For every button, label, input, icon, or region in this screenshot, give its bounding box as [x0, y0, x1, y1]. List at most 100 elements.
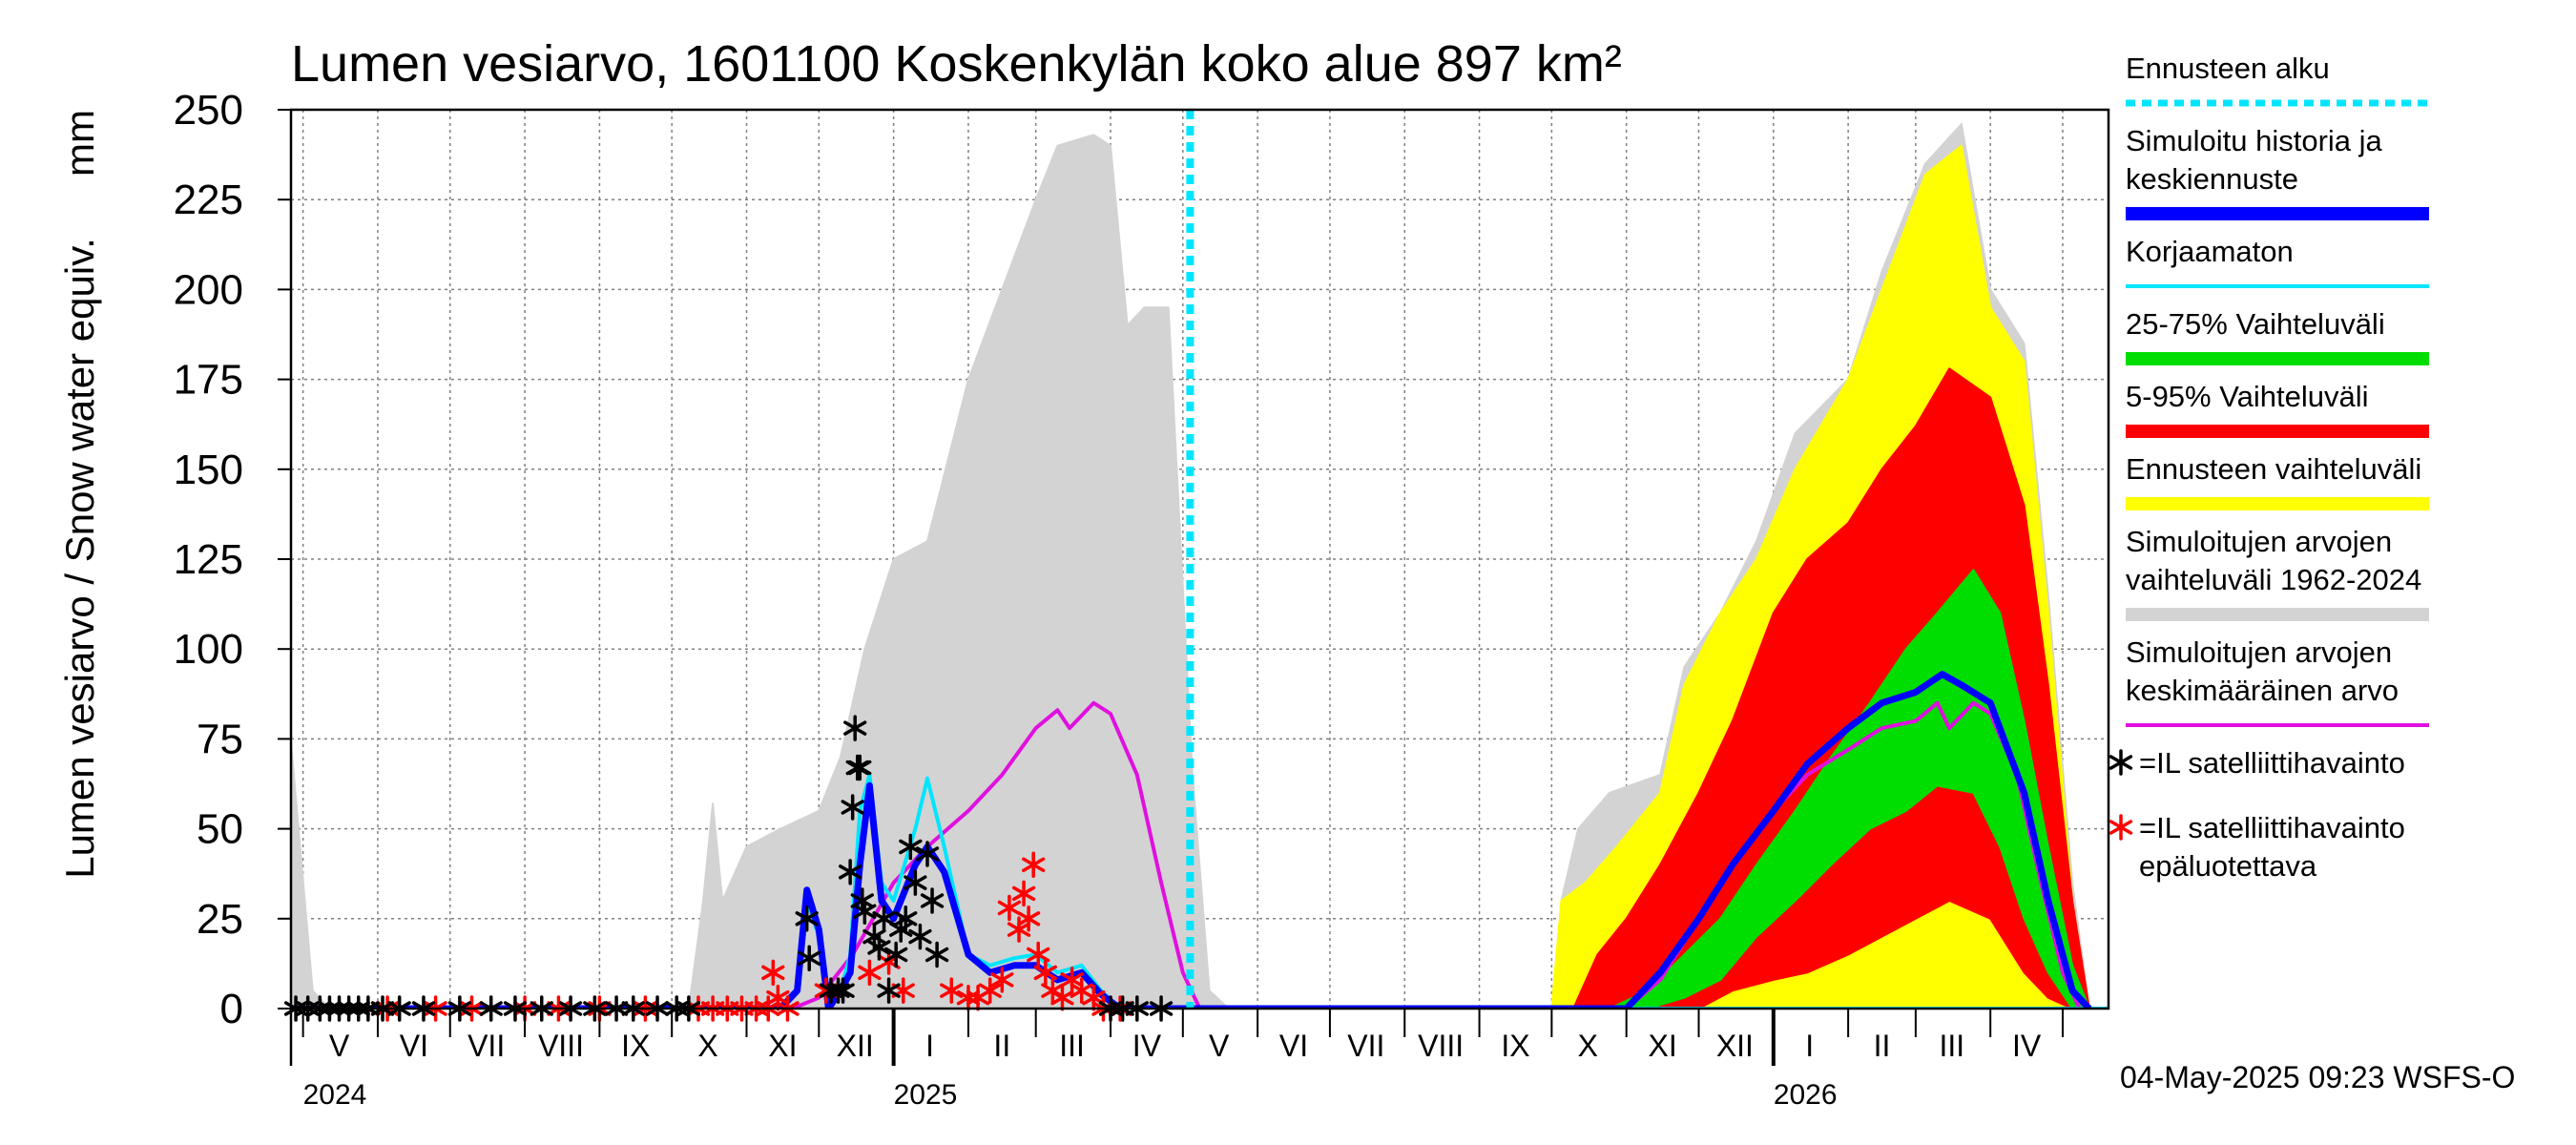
star-stroke [908, 928, 932, 945]
x-month-label: VI [400, 1029, 428, 1063]
star-stroke [843, 720, 867, 736]
star-stroke [997, 900, 1022, 916]
obs-unreliable-point [1022, 851, 1046, 879]
star-stroke [1016, 911, 1041, 926]
star-stroke [1011, 885, 1036, 902]
x-year-label: 2026 [1774, 1079, 1838, 1111]
x-month-label: VIII [1418, 1029, 1464, 1063]
star-stroke [848, 760, 872, 776]
x-month-label: II [1874, 1029, 1891, 1063]
x-month-label: XII [837, 1029, 874, 1063]
band-area [291, 123, 2090, 1009]
legend-item: =IL satelliittihavainto epäluotettava [2109, 811, 2405, 883]
legend: Ennusteen alku Simuloitu historia ja keski… [2109, 52, 2429, 883]
x-month-label: III [1059, 1029, 1085, 1063]
x-year-label: 2025 [894, 1079, 958, 1111]
star-stroke [858, 965, 882, 981]
y-tick-label: 200 [174, 266, 243, 313]
legend-label: 25-75% Vaihteluväli [2126, 307, 2385, 341]
obs-reliable-point [839, 859, 862, 885]
star-stroke [915, 846, 940, 862]
y-tick-label: 75 [197, 716, 243, 762]
legend-label: Ennusteen vaihteluväli [2126, 452, 2421, 486]
obs-reliable-point [841, 794, 864, 821]
y-tick-label: 225 [174, 177, 243, 223]
obs-unreliable-point [978, 977, 1002, 1004]
star-stroke [2109, 755, 2133, 770]
legend-label: keskimääräinen arvo [2126, 674, 2399, 707]
obs-reliable-point [853, 898, 877, 926]
obs-unreliable-point [1060, 967, 1084, 993]
legend-item: 5-95% Vaihteluväli [2126, 380, 2429, 438]
star-stroke [1022, 857, 1046, 873]
obs-reliable-point [867, 934, 891, 961]
x-month-label: XI [1648, 1029, 1676, 1063]
x-month-label: X [1578, 1029, 1598, 1063]
legend-label: Simuloitujen arvojen [2126, 635, 2392, 669]
star-stroke [831, 983, 855, 998]
legend-item: =IL satelliittihavainto [2109, 746, 2405, 780]
obs-reliable-point [899, 833, 923, 861]
obs-reliable-point [924, 941, 949, 968]
chart-title: Lumen vesiarvo, 1601100 Koskenkylän koko… [291, 35, 1622, 93]
legend-label: Simuloitujen arvojen [2126, 525, 2392, 558]
star-stroke [2109, 820, 2133, 835]
star-stroke [884, 947, 908, 963]
legend-item: Simuloitu historia ja keskiennuste [2126, 124, 2429, 220]
legend-label: =IL satelliittihavainto [2139, 746, 2405, 780]
obs-reliable-point [904, 869, 927, 896]
obs-reliable-point [884, 941, 908, 968]
legend-label: Korjaamaton [2126, 235, 2294, 268]
obs-unreliable-point [990, 967, 1014, 993]
legend-label: vaihteluväli 1962-2024 [2126, 563, 2421, 596]
x-month-label: V [329, 1029, 350, 1063]
obs-unreliable-point [761, 959, 785, 987]
legend-label: =IL satelliittihavainto [2139, 811, 2405, 844]
timestamp-footer: 04-May-2025 09:23 WSFS-O [2120, 1060, 2515, 1094]
star-stroke [841, 800, 864, 815]
star-stroke [850, 893, 874, 908]
series-line [791, 700, 2082, 1009]
star-stroke [877, 983, 901, 998]
legend-label: epäluotettava [2139, 849, 2317, 883]
x-month-label: V [1209, 1029, 1230, 1063]
y-axis-unit: mm [57, 110, 102, 177]
obs-reliable-point [798, 945, 821, 971]
obs-reliable-point [795, 906, 819, 932]
legend-label: keskiennuste [2126, 162, 2298, 196]
x-month-label: XI [768, 1029, 797, 1063]
star-stroke [899, 839, 923, 855]
legend-item: Ennusteen vaihteluväli [2126, 452, 2429, 510]
obs-reliable-point [920, 887, 945, 914]
star-stroke [940, 983, 964, 998]
obs-unreliable-point [1007, 916, 1031, 943]
star-stroke [761, 965, 785, 981]
star-stroke [862, 928, 886, 945]
x-month-label: XII [1716, 1029, 1754, 1063]
star-stroke [867, 940, 891, 955]
legend-label: Simuloitu historia ja [2126, 124, 2383, 157]
obs-unreliable-point [1027, 941, 1050, 968]
obs-reliable-point [831, 977, 855, 1004]
star-stroke [1050, 989, 1074, 1006]
y-tick-label: 150 [174, 447, 243, 493]
y-tick-label: 175 [174, 357, 243, 404]
legend-label: 5-95% Vaihteluväli [2126, 380, 2368, 413]
obs-reliable-point [826, 977, 850, 1004]
star-stroke [894, 911, 918, 926]
band-area [1609, 569, 2090, 1009]
band-area [1572, 367, 2090, 1009]
x-month-label: I [1805, 1029, 1814, 1063]
star-stroke [956, 989, 981, 1006]
obs-unreliable-point [1011, 880, 1036, 907]
star-stroke [853, 904, 877, 920]
star-stroke [904, 875, 927, 890]
star-stroke [966, 989, 990, 1006]
star-stroke [839, 864, 862, 880]
legend-item: 25-75% Vaihteluväli [2126, 307, 2429, 365]
x-month-label: VI [1279, 1029, 1308, 1063]
obs-unreliable-point [858, 959, 882, 987]
y-axis-label: Lumen vesiarvo / Snow water equiv. [57, 238, 102, 879]
